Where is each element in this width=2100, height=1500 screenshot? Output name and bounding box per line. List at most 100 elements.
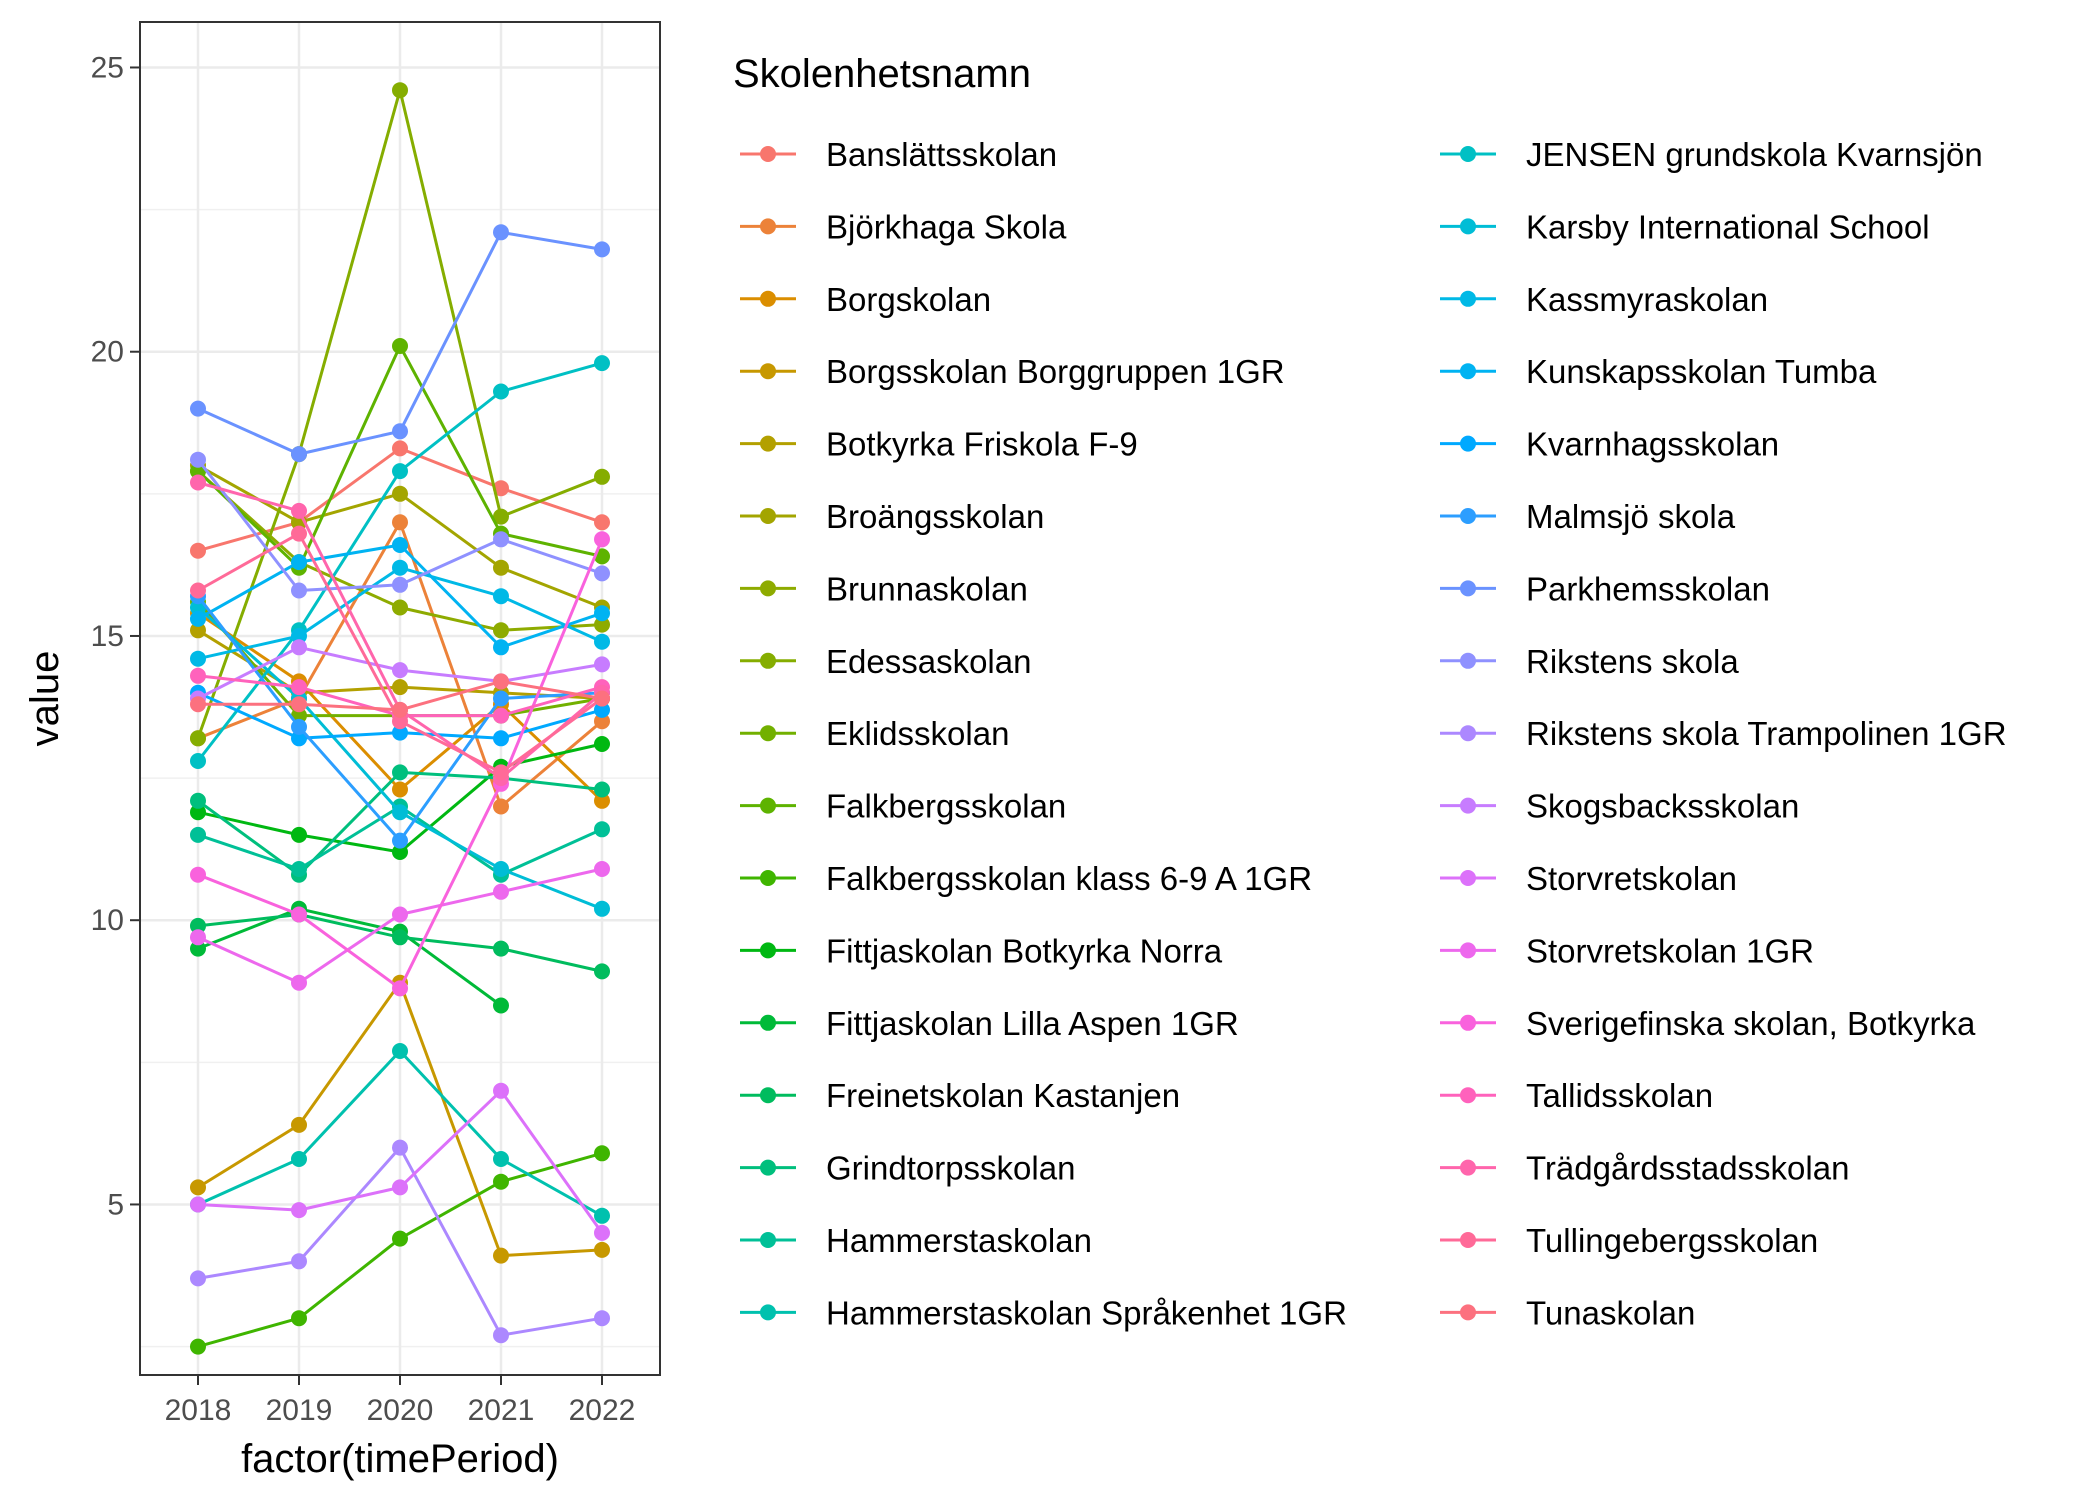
data-point xyxy=(493,622,509,639)
data-point xyxy=(291,1253,307,1270)
legend-label: Falkbergsskolan klass 6-9 A 1GR xyxy=(826,860,1312,897)
data-point xyxy=(392,1230,408,1247)
data-point xyxy=(594,1224,610,1241)
legend-key-point xyxy=(760,435,776,452)
series-25 xyxy=(190,451,610,599)
data-point xyxy=(190,792,206,809)
data-point xyxy=(594,1145,610,1162)
data-point xyxy=(594,713,610,730)
data-point xyxy=(493,690,509,707)
data-point xyxy=(594,821,610,838)
legend-key-point xyxy=(760,652,776,669)
data-point xyxy=(190,610,206,627)
data-point xyxy=(190,804,206,821)
legend-key-point xyxy=(760,1087,776,1104)
x-axis-title: factor(timePeriod) xyxy=(241,1437,559,1481)
legend-key-point xyxy=(760,1232,776,1248)
legend-key-point xyxy=(760,290,776,307)
data-point xyxy=(190,866,206,883)
data-point xyxy=(190,730,206,747)
legend-item: Rikstens skola Trampolinen 1GR xyxy=(1440,715,2007,752)
legend-item: JENSEN grundskola Kvarnsjön xyxy=(1440,136,1983,173)
data-point xyxy=(190,667,206,684)
data-point xyxy=(594,468,610,485)
data-point xyxy=(190,826,206,843)
data-point xyxy=(190,474,206,491)
data-point xyxy=(291,582,307,599)
data-point xyxy=(190,1179,206,1196)
data-point xyxy=(392,423,408,440)
legend-key-point xyxy=(1460,435,1476,452)
data-point xyxy=(594,1207,610,1224)
legend-item: Broängsskolan xyxy=(740,498,1044,535)
y-axis-title: value xyxy=(23,651,67,747)
legend-label: Kassmyraskolan xyxy=(1526,281,1768,318)
data-point xyxy=(392,440,408,457)
data-point xyxy=(392,844,408,860)
legend-item: Brunnaskolan xyxy=(740,570,1028,607)
data-point xyxy=(493,480,509,497)
data-point xyxy=(291,679,307,696)
legend-key-point xyxy=(1460,870,1476,886)
legend: Skolenhetsnamn Banslättsskolan Björkhaga … xyxy=(733,52,2007,1331)
data-point xyxy=(190,1196,206,1213)
data-point xyxy=(392,537,408,553)
x-tick-label: 2021 xyxy=(468,1394,535,1427)
legend-key-point xyxy=(1460,725,1476,742)
data-point xyxy=(594,605,610,622)
legend-key-point xyxy=(760,146,776,162)
data-point xyxy=(392,713,408,730)
data-point xyxy=(291,974,307,991)
legend-key-point xyxy=(1460,652,1476,669)
y-tick-label: 25 xyxy=(91,51,124,84)
data-point xyxy=(291,639,307,656)
legend-item: Grindtorpsskolan xyxy=(740,1150,1075,1187)
data-point xyxy=(392,804,408,821)
legend-item: Björkhaga Skola xyxy=(740,208,1067,245)
data-point xyxy=(493,383,509,400)
legend-label: Botkyrka Friskola F-9 xyxy=(826,426,1138,463)
legend-label: Freinetskolan Kastanjen xyxy=(826,1077,1180,1114)
legend-label: Falkbergsskolan xyxy=(826,788,1066,825)
data-point xyxy=(493,559,509,576)
legend-item: Fittjaskolan Botkyrka Norra xyxy=(740,932,1223,969)
data-point xyxy=(291,1310,307,1327)
legend-item: Fittjaskolan Lilla Aspen 1GR xyxy=(740,1005,1239,1042)
data-point xyxy=(493,1082,509,1099)
data-point xyxy=(190,1270,206,1287)
legend-item: Skogsbacksskolan xyxy=(1440,788,1799,825)
data-point xyxy=(392,338,408,354)
data-point xyxy=(594,355,610,372)
legend-key-point xyxy=(760,218,776,235)
legend-label: Kunskapsskolan Tumba xyxy=(1526,353,1877,390)
legend-item: Borgsskolan Borggruppen 1GR xyxy=(740,353,1285,390)
data-point xyxy=(493,588,509,605)
data-point xyxy=(594,616,610,633)
data-point xyxy=(594,736,610,752)
legend-key-point xyxy=(1460,218,1476,235)
legend-key-point xyxy=(1460,942,1476,959)
data-point xyxy=(594,701,610,718)
data-point xyxy=(291,446,307,463)
data-point xyxy=(493,1327,509,1344)
legend-label: Borgskolan xyxy=(826,281,991,318)
data-point xyxy=(392,82,408,99)
y-tick-label: 10 xyxy=(91,904,124,937)
data-point xyxy=(392,980,408,997)
legend-label: Rikstens skola xyxy=(1526,643,1739,680)
legend-key-point xyxy=(1460,580,1476,597)
legend-key-point xyxy=(760,508,776,524)
legend-item: Kunskapsskolan Tumba xyxy=(1440,353,1877,390)
data-point xyxy=(190,582,206,599)
legend-item: Kvarnhagsskolan xyxy=(1440,426,1779,463)
legend-label: Sverigefinska skolan, Botkyrka xyxy=(1526,1005,1976,1042)
data-point xyxy=(392,662,408,679)
data-point xyxy=(493,997,509,1014)
legend-item: Kassmyraskolan xyxy=(1440,281,1768,318)
legend-item: Hammerstaskolan xyxy=(740,1222,1092,1259)
legend-label: Banslättsskolan xyxy=(826,136,1057,173)
data-point xyxy=(493,639,509,656)
legend-label: Parkhemsskolan xyxy=(1526,570,1770,607)
data-point xyxy=(594,531,610,548)
data-point xyxy=(594,792,610,809)
